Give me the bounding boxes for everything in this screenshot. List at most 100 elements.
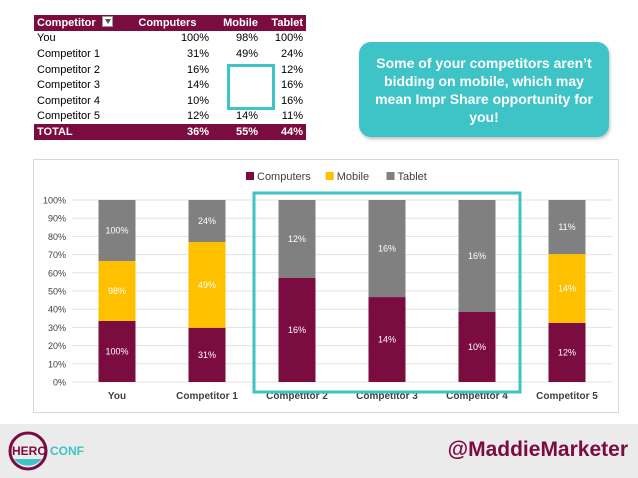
cell-mobile: 49% bbox=[235, 47, 258, 60]
x-category-label: Competitor 2 bbox=[266, 391, 328, 402]
data-label: 16% bbox=[468, 251, 486, 261]
total-mobile: 55% bbox=[212, 124, 261, 140]
x-category-label: Competitor 3 bbox=[356, 391, 418, 402]
table-row: Competitor 5 12% 14% 11% bbox=[34, 109, 306, 125]
header-competitor: Competitor bbox=[34, 15, 136, 31]
legend-swatch bbox=[246, 172, 254, 180]
twitter-handle: @MaddieMarketer bbox=[447, 438, 628, 461]
data-label: 12% bbox=[558, 347, 576, 357]
data-label: 12% bbox=[288, 234, 306, 244]
cell-tablet: 11% bbox=[281, 110, 303, 123]
row-name: Competitor 5 bbox=[37, 110, 100, 123]
data-label: 16% bbox=[288, 325, 306, 335]
cell-mobile: 14% bbox=[235, 110, 258, 123]
bar-segment bbox=[98, 199, 136, 262]
bar-segment bbox=[278, 200, 316, 279]
data-label: 11% bbox=[558, 222, 575, 232]
chart-canvas: 0% 10% 20% 30% 40% 50% 60% 70% 80% 90% 100% Compute… bbox=[43, 171, 612, 402]
y-tick-label: 90% bbox=[48, 214, 66, 224]
cell-computers: 31% bbox=[187, 47, 210, 60]
data-label: 14% bbox=[378, 335, 396, 345]
y-tick-label: 20% bbox=[48, 341, 66, 351]
y-tick-label: 30% bbox=[48, 323, 66, 333]
bar-segment bbox=[368, 200, 406, 298]
legend-swatch bbox=[386, 172, 395, 180]
legend-label: Mobile bbox=[337, 171, 369, 183]
cell-computers: 100% bbox=[180, 32, 210, 45]
y-tick-label: 80% bbox=[48, 232, 66, 242]
bar-segment bbox=[458, 200, 496, 313]
cell-tablet: 12% bbox=[280, 63, 303, 76]
data-label: 10% bbox=[468, 342, 486, 352]
bar-segment bbox=[188, 327, 226, 382]
highlight-frame bbox=[252, 191, 522, 394]
table-row: Competitor 2 16% 12% bbox=[34, 62, 306, 78]
y-tick-label: 10% bbox=[48, 359, 66, 369]
data-label: 100% bbox=[105, 226, 128, 236]
table-row: You 100% 98% 100% bbox=[34, 31, 306, 47]
bar-segment bbox=[548, 322, 586, 382]
y-tick-label: 60% bbox=[48, 268, 66, 278]
bar-segment bbox=[278, 278, 316, 382]
cell-tablet: 16% bbox=[280, 79, 303, 92]
impression-share-table: Competitor Computers Mobile Tablet You 10… bbox=[34, 15, 306, 140]
bar-segment bbox=[188, 242, 226, 328]
x-category-label: Competitor 4 bbox=[446, 391, 508, 402]
table-row: Competitor 1 31% 49% 24% bbox=[34, 46, 306, 62]
legend-label: Computers bbox=[257, 171, 311, 183]
table-header-row: Competitor Computers Mobile Tablet bbox=[34, 15, 306, 31]
row-name: Competitor 4 bbox=[37, 94, 100, 107]
y-tick-label: 70% bbox=[48, 250, 66, 260]
callout-box: Some of your competitors aren’t bidding … bbox=[359, 42, 609, 137]
data-label: 98% bbox=[108, 286, 126, 296]
x-category-label: Competitor 5 bbox=[536, 391, 598, 402]
x-category-label: Competitor 1 bbox=[176, 391, 238, 402]
table-row: Competitor 4 10% 16% bbox=[34, 93, 306, 109]
bar-segment bbox=[368, 297, 406, 382]
total-label: TOTAL bbox=[34, 124, 136, 140]
cell-tablet: 16% bbox=[280, 94, 303, 107]
data-label: 31% bbox=[198, 350, 216, 360]
logo-conf-text: CONF bbox=[50, 444, 84, 458]
heroconf-logo: HERO CONF bbox=[8, 431, 84, 471]
data-label: 16% bbox=[378, 244, 396, 254]
cell-computers: 14% bbox=[187, 79, 210, 92]
legend-label: Tablet bbox=[398, 171, 427, 183]
y-tick-label: 100% bbox=[43, 196, 66, 206]
cell-tablet: 24% bbox=[280, 47, 303, 60]
data-label: 49% bbox=[198, 280, 216, 290]
cell-mobile: 98% bbox=[235, 32, 258, 45]
legend-swatch bbox=[325, 172, 334, 180]
y-tick-label: 0% bbox=[53, 378, 66, 388]
bar-segment bbox=[548, 200, 586, 255]
cell-computers: 16% bbox=[187, 63, 210, 76]
bar-segment bbox=[188, 200, 226, 243]
callout-text: Some of your competitors aren’t bidding … bbox=[375, 54, 593, 125]
row-name: You bbox=[37, 32, 56, 45]
y-tick-label: 40% bbox=[48, 305, 66, 315]
bar-segment bbox=[98, 261, 136, 321]
mobile-gap-highlight bbox=[227, 64, 275, 110]
x-category-label: You bbox=[108, 391, 126, 402]
bar-segment bbox=[548, 254, 586, 323]
bar-segment bbox=[458, 312, 496, 382]
cell-computers: 10% bbox=[187, 94, 210, 107]
data-label: 24% bbox=[198, 216, 216, 226]
table-total-row: TOTAL 36% 55% 44% bbox=[34, 124, 306, 140]
footer-bar: HERO CONF @MaddieMarketer bbox=[0, 424, 638, 478]
header-mobile: Mobile bbox=[212, 15, 261, 31]
table-row: Competitor 3 14% 16% bbox=[34, 77, 306, 93]
header-computers: Computers bbox=[135, 15, 213, 31]
data-label: 100% bbox=[105, 346, 128, 356]
header-tablet: Tablet bbox=[260, 15, 306, 31]
row-name: Competitor 3 bbox=[37, 79, 100, 92]
row-name: Competitor 1 bbox=[37, 47, 100, 60]
cell-tablet: 100% bbox=[274, 32, 303, 45]
total-computers: 36% bbox=[135, 124, 213, 140]
stacked-bar-chart: 0% 10% 20% 30% 40% 50% 60% 70% 80% 90% 100% Compute… bbox=[33, 159, 619, 413]
y-tick-label: 50% bbox=[48, 287, 66, 297]
filter-icon[interactable] bbox=[101, 16, 113, 28]
bar-segment bbox=[98, 320, 136, 382]
row-name: Competitor 2 bbox=[37, 63, 100, 76]
total-tablet: 44% bbox=[260, 124, 306, 140]
